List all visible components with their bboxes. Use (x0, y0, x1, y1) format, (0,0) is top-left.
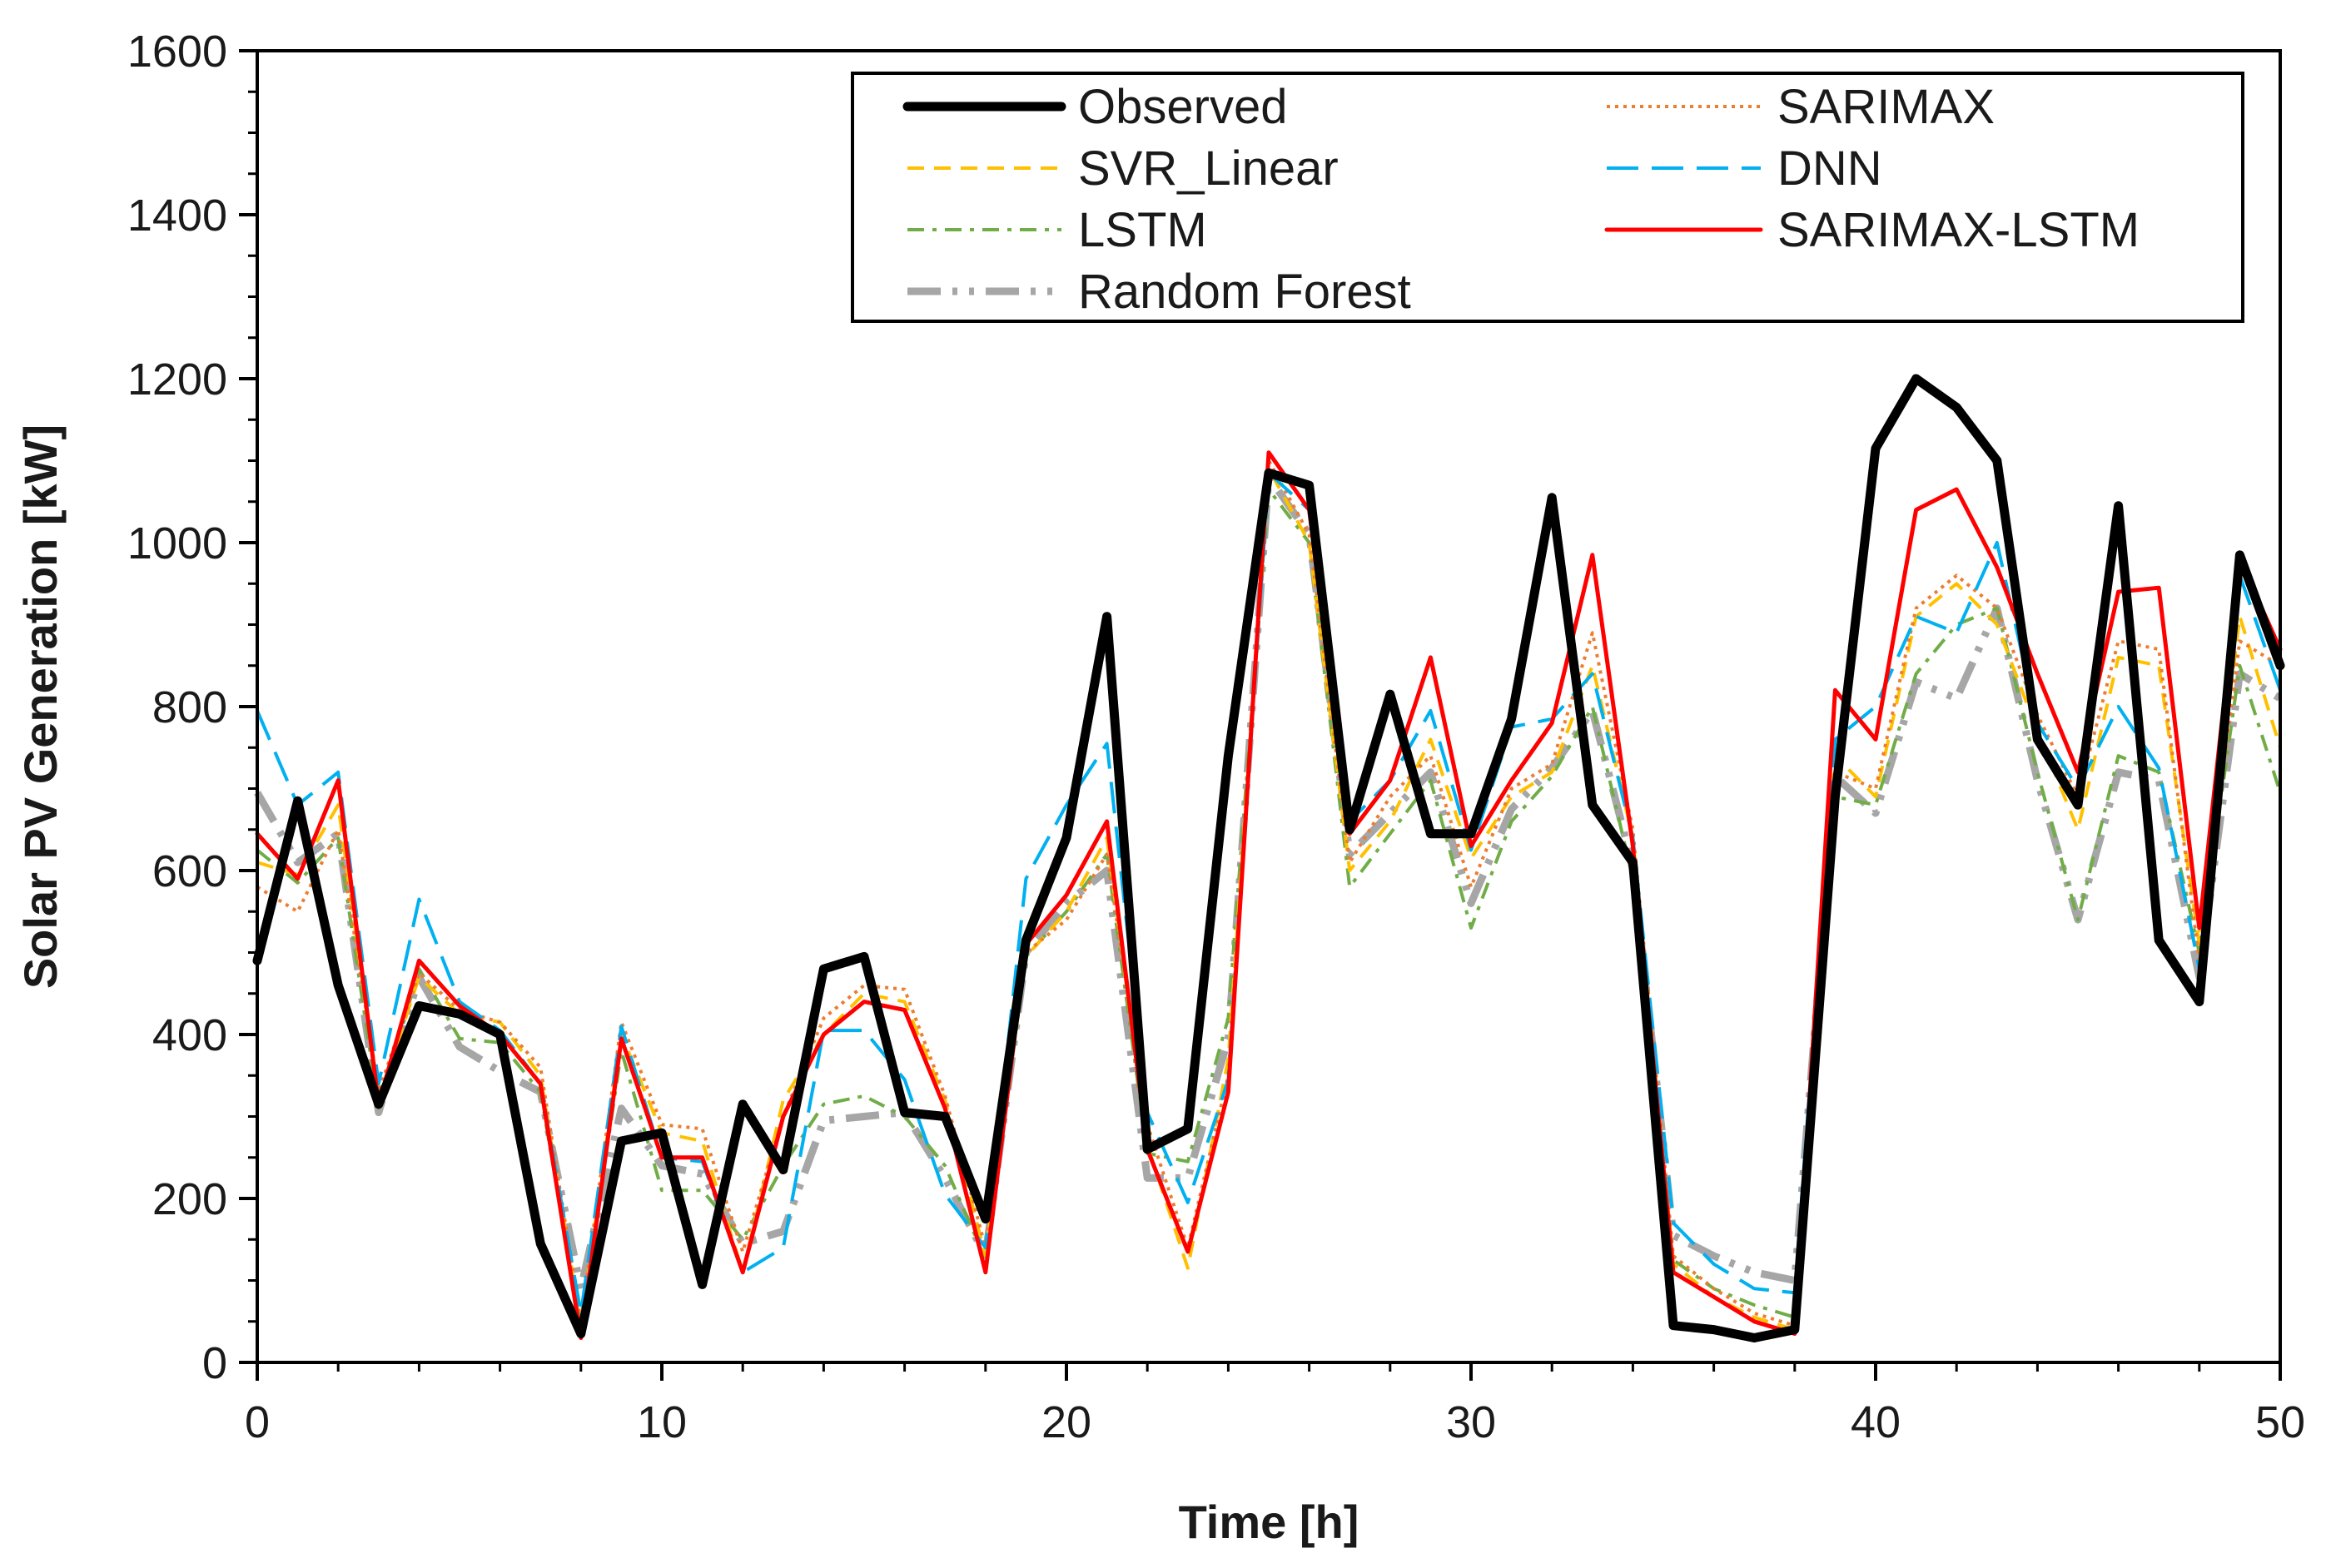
y-tick-label: 1200 (127, 355, 227, 404)
y-tick-label: 0 (202, 1338, 227, 1388)
legend-label-lstm: LSTM (1078, 203, 1207, 257)
legend-label-svr-linear: SVR_Linear (1078, 141, 1339, 196)
x-tick-label: 10 (637, 1397, 687, 1447)
x-tick-label: 50 (2255, 1397, 2305, 1447)
legend-label-sarimax: SARIMAX (1777, 80, 1995, 134)
series-line-observed (252, 374, 2285, 1342)
series-layer (252, 374, 2285, 1342)
y-tick-label: 1600 (127, 27, 227, 77)
legend-label-sarimax-lstm: SARIMAX-LSTM (1777, 203, 2140, 257)
x-tick-label: 20 (1041, 1397, 1091, 1447)
y-tick-label: 600 (152, 846, 227, 896)
series-line-sarimax (256, 459, 2282, 1327)
series-line-sarimax-lstm (255, 450, 2283, 1340)
y-tick-label: 1400 (127, 191, 227, 241)
y-tick-label: 800 (152, 682, 227, 732)
legend-label-random-forest: Random Forest (1078, 265, 1411, 319)
legend-label-observed: Observed (1078, 80, 1287, 134)
x-tick-label: 30 (1446, 1397, 1496, 1447)
legend-box (851, 72, 2244, 323)
x-tick-label: 0 (245, 1397, 270, 1447)
y-tick-label: 200 (152, 1174, 227, 1224)
series-line-lstm (256, 488, 2282, 1327)
legend-label-dnn: DNN (1777, 141, 1882, 196)
y-tick-label: 1000 (127, 519, 227, 568)
x-tick-label: 40 (1851, 1397, 1901, 1447)
y-tick-label: 400 (152, 1010, 227, 1060)
x-axis-title: Time [h] (1179, 1496, 1359, 1548)
legend: Observed SARIMAX SVR_Linear DNN LSTM SARIMAX-… (851, 72, 2244, 323)
y-axis-title: Solar PV Generation [kW] (14, 424, 67, 989)
ticks-layer: 0 200 400 600 800 1000 1200 1400 1600 0 10 20 30 40 50 (127, 27, 2305, 1447)
